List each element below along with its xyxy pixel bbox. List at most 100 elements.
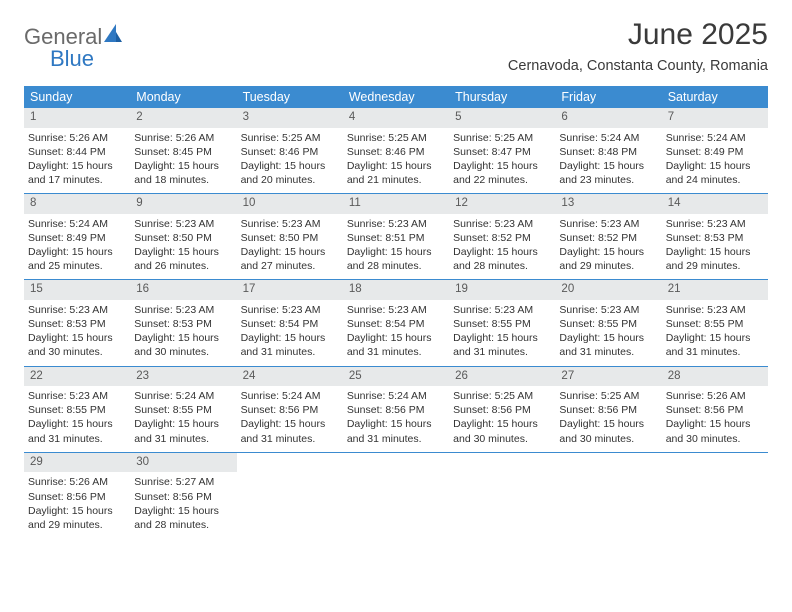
sunrise-line: Sunrise: 5:23 AM bbox=[241, 303, 339, 317]
daylight-line-2: and 26 minutes. bbox=[134, 259, 232, 273]
sunset-line: Sunset: 8:56 PM bbox=[28, 490, 126, 504]
sunrise-line: Sunrise: 5:23 AM bbox=[666, 303, 764, 317]
sunset-line: Sunset: 8:51 PM bbox=[347, 231, 445, 245]
daylight-line-2: and 21 minutes. bbox=[347, 173, 445, 187]
daylight-line-2: and 24 minutes. bbox=[666, 173, 764, 187]
daylight-line-1: Daylight: 15 hours bbox=[28, 504, 126, 518]
sunrise-line: Sunrise: 5:24 AM bbox=[134, 389, 232, 403]
calendar-cell: 5Sunrise: 5:25 AMSunset: 8:47 PMDaylight… bbox=[449, 108, 555, 193]
sunset-line: Sunset: 8:46 PM bbox=[347, 145, 445, 159]
calendar-cell: 18Sunrise: 5:23 AMSunset: 8:54 PMDayligh… bbox=[343, 280, 449, 365]
daylight-line-1: Daylight: 15 hours bbox=[134, 504, 232, 518]
daylight-line-1: Daylight: 15 hours bbox=[134, 245, 232, 259]
daylight-line-1: Daylight: 15 hours bbox=[347, 159, 445, 173]
sunrise-line: Sunrise: 5:25 AM bbox=[241, 131, 339, 145]
brand-text: General Blue bbox=[24, 22, 124, 71]
calendar-cell: 3Sunrise: 5:25 AMSunset: 8:46 PMDaylight… bbox=[237, 108, 343, 193]
sunrise-line: Sunrise: 5:24 AM bbox=[28, 217, 126, 231]
daylight-line-2: and 31 minutes. bbox=[347, 432, 445, 446]
sunrise-line: Sunrise: 5:24 AM bbox=[559, 131, 657, 145]
calendar-cell: 11Sunrise: 5:23 AMSunset: 8:51 PMDayligh… bbox=[343, 194, 449, 279]
day-number: 26 bbox=[449, 367, 555, 387]
calendar-cell: 2Sunrise: 5:26 AMSunset: 8:45 PMDaylight… bbox=[130, 108, 236, 193]
calendar-cell: 30Sunrise: 5:27 AMSunset: 8:56 PMDayligh… bbox=[130, 453, 236, 538]
daylight-line-1: Daylight: 15 hours bbox=[28, 417, 126, 431]
daylight-line-2: and 30 minutes. bbox=[559, 432, 657, 446]
calendar-cell: 17Sunrise: 5:23 AMSunset: 8:54 PMDayligh… bbox=[237, 280, 343, 365]
sunrise-line: Sunrise: 5:26 AM bbox=[134, 131, 232, 145]
calendar-week: 15Sunrise: 5:23 AMSunset: 8:53 PMDayligh… bbox=[24, 280, 768, 366]
day-number: 30 bbox=[130, 453, 236, 473]
sunset-line: Sunset: 8:49 PM bbox=[28, 231, 126, 245]
weekday-thursday: Thursday bbox=[449, 86, 555, 108]
sunset-line: Sunset: 8:56 PM bbox=[666, 403, 764, 417]
calendar-cell: 22Sunrise: 5:23 AMSunset: 8:55 PMDayligh… bbox=[24, 367, 130, 452]
weekday-wednesday: Wednesday bbox=[343, 86, 449, 108]
daylight-line-1: Daylight: 15 hours bbox=[347, 331, 445, 345]
daylight-line-2: and 27 minutes. bbox=[241, 259, 339, 273]
sunset-line: Sunset: 8:44 PM bbox=[28, 145, 126, 159]
calendar-cell: 1Sunrise: 5:26 AMSunset: 8:44 PMDaylight… bbox=[24, 108, 130, 193]
sunset-line: Sunset: 8:48 PM bbox=[559, 145, 657, 159]
daylight-line-1: Daylight: 15 hours bbox=[241, 245, 339, 259]
brand-sail-icon bbox=[102, 22, 124, 44]
daylight-line-1: Daylight: 15 hours bbox=[28, 331, 126, 345]
day-number: 8 bbox=[24, 194, 130, 214]
sunset-line: Sunset: 8:56 PM bbox=[241, 403, 339, 417]
day-number: 25 bbox=[343, 367, 449, 387]
sunset-line: Sunset: 8:56 PM bbox=[134, 490, 232, 504]
calendar-cell: 26Sunrise: 5:25 AMSunset: 8:56 PMDayligh… bbox=[449, 367, 555, 452]
weekday-sunday: Sunday bbox=[24, 86, 130, 108]
day-number: 19 bbox=[449, 280, 555, 300]
calendar-cell: 14Sunrise: 5:23 AMSunset: 8:53 PMDayligh… bbox=[662, 194, 768, 279]
daylight-line-2: and 22 minutes. bbox=[453, 173, 551, 187]
sunrise-line: Sunrise: 5:23 AM bbox=[134, 217, 232, 231]
calendar-cell: 29Sunrise: 5:26 AMSunset: 8:56 PMDayligh… bbox=[24, 453, 130, 538]
location-text: Cernavoda, Constanta County, Romania bbox=[508, 58, 768, 74]
daylight-line-2: and 18 minutes. bbox=[134, 173, 232, 187]
sunrise-line: Sunrise: 5:25 AM bbox=[453, 131, 551, 145]
weekday-header: Sunday Monday Tuesday Wednesday Thursday… bbox=[24, 86, 768, 108]
daylight-line-2: and 31 minutes. bbox=[28, 432, 126, 446]
weekday-tuesday: Tuesday bbox=[237, 86, 343, 108]
sunset-line: Sunset: 8:54 PM bbox=[347, 317, 445, 331]
day-number: 5 bbox=[449, 108, 555, 128]
calendar-week: 22Sunrise: 5:23 AMSunset: 8:55 PMDayligh… bbox=[24, 367, 768, 453]
header: General Blue June 2025 Cernavoda, Consta… bbox=[24, 18, 768, 74]
sunrise-line: Sunrise: 5:25 AM bbox=[559, 389, 657, 403]
daylight-line-2: and 31 minutes. bbox=[666, 345, 764, 359]
title-block: June 2025 Cernavoda, Constanta County, R… bbox=[508, 18, 768, 74]
sunset-line: Sunset: 8:56 PM bbox=[559, 403, 657, 417]
daylight-line-1: Daylight: 15 hours bbox=[134, 417, 232, 431]
sunrise-line: Sunrise: 5:25 AM bbox=[453, 389, 551, 403]
calendar-cell: 7Sunrise: 5:24 AMSunset: 8:49 PMDaylight… bbox=[662, 108, 768, 193]
weekday-monday: Monday bbox=[130, 86, 236, 108]
day-number: 23 bbox=[130, 367, 236, 387]
daylight-line-2: and 31 minutes. bbox=[347, 345, 445, 359]
sunset-line: Sunset: 8:52 PM bbox=[453, 231, 551, 245]
sunset-line: Sunset: 8:55 PM bbox=[28, 403, 126, 417]
daylight-line-2: and 29 minutes. bbox=[28, 518, 126, 532]
sunrise-line: Sunrise: 5:24 AM bbox=[347, 389, 445, 403]
daylight-line-1: Daylight: 15 hours bbox=[453, 159, 551, 173]
day-number: 7 bbox=[662, 108, 768, 128]
daylight-line-1: Daylight: 15 hours bbox=[28, 245, 126, 259]
sunrise-line: Sunrise: 5:26 AM bbox=[28, 131, 126, 145]
daylight-line-1: Daylight: 15 hours bbox=[559, 159, 657, 173]
weekday-saturday: Saturday bbox=[662, 86, 768, 108]
calendar-cell: 24Sunrise: 5:24 AMSunset: 8:56 PMDayligh… bbox=[237, 367, 343, 452]
daylight-line-1: Daylight: 15 hours bbox=[453, 417, 551, 431]
day-number: 3 bbox=[237, 108, 343, 128]
daylight-line-1: Daylight: 15 hours bbox=[559, 331, 657, 345]
daylight-line-2: and 29 minutes. bbox=[666, 259, 764, 273]
calendar-cell: 6Sunrise: 5:24 AMSunset: 8:48 PMDaylight… bbox=[555, 108, 661, 193]
daylight-line-1: Daylight: 15 hours bbox=[241, 417, 339, 431]
daylight-line-1: Daylight: 15 hours bbox=[347, 417, 445, 431]
day-number: 18 bbox=[343, 280, 449, 300]
daylight-line-2: and 31 minutes. bbox=[453, 345, 551, 359]
calendar-cell: 9Sunrise: 5:23 AMSunset: 8:50 PMDaylight… bbox=[130, 194, 236, 279]
day-number: 12 bbox=[449, 194, 555, 214]
daylight-line-1: Daylight: 15 hours bbox=[559, 245, 657, 259]
daylight-line-2: and 31 minutes. bbox=[241, 432, 339, 446]
sunset-line: Sunset: 8:55 PM bbox=[666, 317, 764, 331]
